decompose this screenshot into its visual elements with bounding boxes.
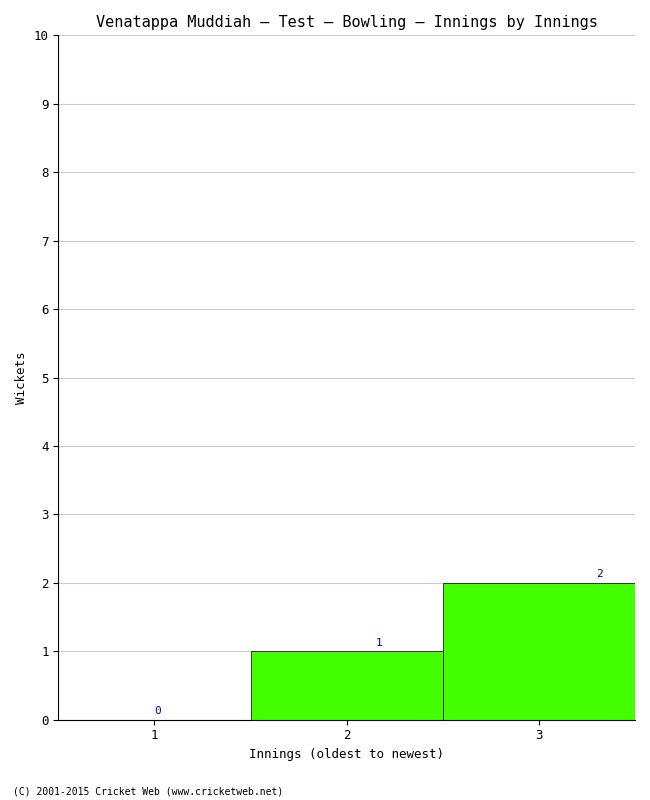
Bar [250, 651, 443, 720]
Bar [443, 583, 635, 720]
Text: 1: 1 [376, 638, 382, 648]
Text: (C) 2001-2015 Cricket Web (www.cricketweb.net): (C) 2001-2015 Cricket Web (www.cricketwe… [13, 786, 283, 796]
Text: 2: 2 [597, 570, 603, 579]
Title: Venatappa Muddiah – Test – Bowling – Innings by Innings: Venatappa Muddiah – Test – Bowling – Inn… [96, 15, 597, 30]
X-axis label: Innings (oldest to newest): Innings (oldest to newest) [249, 748, 444, 761]
Text: 0: 0 [155, 706, 161, 716]
Y-axis label: Wickets: Wickets [15, 351, 28, 404]
